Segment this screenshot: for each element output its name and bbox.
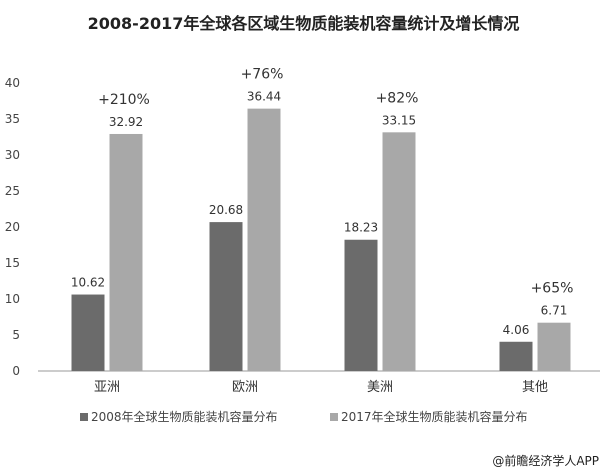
chart-title: 2008-2017年全球各区域生物质能装机容量统计及增长情况 bbox=[87, 14, 520, 33]
legend-label: 2017年全球生物质能装机容量分布 bbox=[341, 410, 528, 424]
legend-item-2008: 2008年全球生物质能装机容量分布 bbox=[80, 408, 278, 425]
y-tick-label: 40 bbox=[5, 76, 20, 90]
y-tick-label: 0 bbox=[12, 364, 20, 378]
y-tick-label: 15 bbox=[5, 256, 20, 270]
bar bbox=[537, 322, 571, 371]
x-tick-label: 美洲 bbox=[367, 380, 393, 395]
y-tick-label: 35 bbox=[5, 112, 20, 126]
data-label: 10.62 bbox=[71, 276, 105, 290]
data-label: 20.68 bbox=[209, 203, 243, 217]
legend-swatch bbox=[330, 412, 338, 421]
legend-item-2017: 2017年全球生物质能装机容量分布 bbox=[330, 408, 528, 425]
y-tick-label: 20 bbox=[5, 220, 20, 234]
y-tick-label: 30 bbox=[5, 148, 20, 162]
y-tick-label: 5 bbox=[12, 328, 20, 342]
bar bbox=[71, 294, 105, 371]
data-label: 36.44 bbox=[247, 90, 281, 104]
bar bbox=[499, 341, 533, 371]
legend-swatch bbox=[80, 412, 88, 421]
data-label: 33.15 bbox=[382, 113, 416, 127]
growth-label: +65% bbox=[531, 281, 574, 297]
growth-label: +76% bbox=[241, 67, 284, 83]
y-tick-label: 10 bbox=[5, 292, 20, 306]
data-label: 32.92 bbox=[109, 115, 143, 129]
x-tick-label: 亚洲 bbox=[94, 380, 120, 395]
y-tick-label: 25 bbox=[5, 184, 20, 198]
credit-text: @前瞻经济学人APP bbox=[492, 454, 599, 468]
legend-label: 2008年全球生物质能装机容量分布 bbox=[91, 410, 278, 424]
data-label: 6.71 bbox=[541, 304, 568, 318]
data-label: 4.06 bbox=[503, 323, 530, 337]
bar bbox=[344, 239, 378, 371]
growth-label: +82% bbox=[376, 90, 419, 106]
bar bbox=[109, 133, 143, 371]
bar bbox=[247, 108, 281, 371]
x-tick-label: 欧洲 bbox=[232, 380, 258, 395]
bar bbox=[209, 222, 243, 371]
data-label: 18.23 bbox=[344, 221, 378, 235]
growth-label: +210% bbox=[98, 92, 150, 108]
x-tick-label: 其他 bbox=[522, 380, 548, 395]
bar bbox=[382, 132, 416, 371]
